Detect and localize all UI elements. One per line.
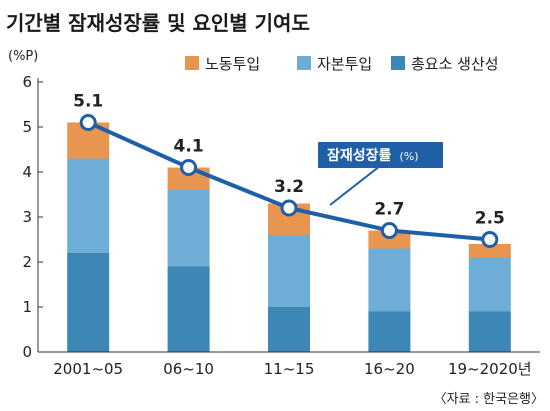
y-tick-label: 0 (22, 343, 32, 361)
growth-data-label: 5.1 (73, 92, 103, 112)
legend-swatch (391, 56, 405, 70)
callout-series-name: 잠재성장률 (327, 147, 392, 164)
y-tick-label: 1 (22, 298, 32, 316)
y-tick-label: 5 (22, 118, 32, 136)
growth-data-label: 4.1 (174, 137, 204, 157)
y-tick-label: 3 (22, 208, 32, 226)
growth-line-callout: 잠재성장률 (%) (318, 142, 443, 206)
x-axis: 2001~05 06~10 11~15 16~20 19~2020년 (38, 351, 540, 378)
bar-segment (468, 311, 511, 352)
bar-segment (368, 230, 411, 249)
x-tick-label: 2001~05 (53, 360, 123, 378)
legend-swatch (185, 56, 199, 70)
bar-segment (268, 307, 310, 352)
x-tick-label: 11~15 (264, 360, 315, 378)
growth-data-label: 2.5 (475, 209, 505, 229)
source-note: 〈자료 : 한국은행〉 (434, 391, 544, 407)
legend-label: 총요소 생산성 (411, 55, 499, 73)
growth-line-point (380, 222, 398, 239)
x-tick-label: 16~20 (364, 360, 415, 378)
callout-series-unit: (%) (400, 150, 419, 163)
y-tick-label: 6 (22, 73, 32, 91)
legend-label: 자본투입 (317, 55, 372, 73)
growth-line: 5.1 4.1 3.2 2.7 2.5 (73, 92, 505, 248)
bar-segment (368, 311, 411, 352)
legend-swatch (297, 56, 311, 70)
bar-segment (468, 257, 511, 312)
growth-line-point (180, 159, 198, 176)
y-unit-label: (%P) (8, 49, 38, 64)
bar-segment (468, 244, 511, 258)
bar-segment (167, 266, 210, 352)
y-axis: 0 1 2 3 4 5 6 (22, 73, 43, 361)
legend: 노동투입 자본투입 총요소 생산성 (185, 55, 499, 73)
bar-segment (67, 253, 110, 352)
x-tick-label: 06~10 (163, 360, 214, 378)
callout-label: 잠재성장률 (%) (327, 145, 419, 164)
y-tick-label: 4 (22, 163, 32, 181)
growth-data-label: 2.7 (374, 200, 404, 220)
bar-segment (268, 235, 310, 307)
growth-line-point (79, 114, 97, 131)
legend-label: 노동투입 (205, 55, 260, 73)
growth-data-label: 3.2 (274, 177, 304, 197)
bar-segment (368, 248, 411, 312)
growth-line-point (481, 231, 499, 248)
bar-segment (67, 158, 110, 253)
x-tick-label: 19~2020년 (448, 360, 532, 378)
y-tick-label: 2 (22, 253, 32, 271)
callout-box (318, 142, 443, 168)
chart-title: 기간별 잠재성장률 및 요인별 기여도 (6, 11, 310, 35)
growth-line-point (280, 199, 298, 217)
bar-segment (167, 190, 210, 267)
callout-pointer (329, 161, 386, 206)
